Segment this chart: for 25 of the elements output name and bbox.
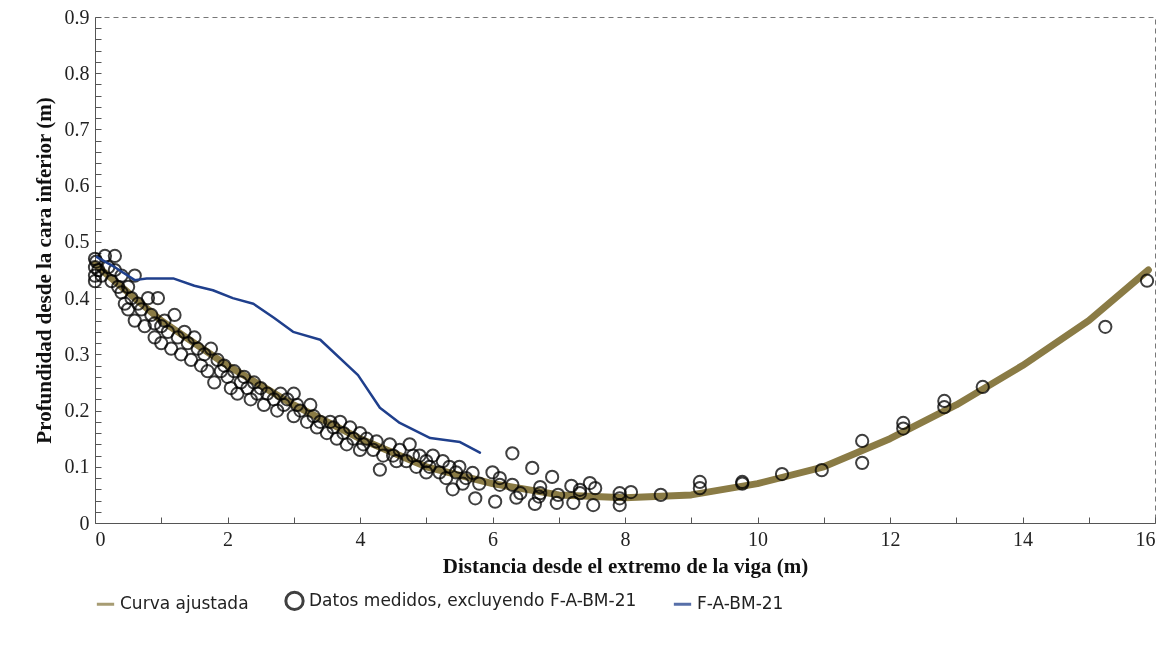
y-tick-label: 0.3 [64, 342, 90, 365]
legend-label: Curva ajustada [120, 593, 249, 614]
x-tick-label: 0 [95, 527, 106, 550]
y-tick-label: 0.7 [64, 117, 90, 140]
y-tick-label: 0.9 [64, 5, 90, 28]
legend-label: Datos medidos, excluyendo F-A-BM-21 [309, 589, 637, 610]
x-tick-label: 16 [1135, 527, 1156, 550]
x-tick-label: 6 [488, 527, 498, 550]
x-tick-label: 4 [355, 527, 366, 550]
x-tick-label: 8 [620, 527, 631, 550]
x-tick-label: 14 [1013, 527, 1033, 550]
line-series [95, 255, 482, 454]
y-tick-label: 0.2 [64, 399, 90, 422]
x-axis-title: Distancia desde el extremo de la viga (m) [442, 553, 809, 578]
y-tick-label: 0.4 [64, 286, 90, 309]
y-tick-label: 0.5 [64, 230, 90, 253]
y-tick-label: 0 [79, 511, 90, 534]
x-tick-label: 10 [748, 527, 768, 550]
legend-label: F-A-BM-21 [697, 593, 784, 614]
y-axis-title: Profundidad desde la cara inferior (m) [31, 97, 56, 444]
y-tick-label: 0.6 [64, 174, 90, 197]
x-tick-label: 2 [223, 527, 233, 550]
x-tick-label: 12 [880, 527, 901, 550]
y-tick-label: 0.8 [64, 61, 90, 84]
y-tick-label: 0.1 [64, 455, 90, 478]
